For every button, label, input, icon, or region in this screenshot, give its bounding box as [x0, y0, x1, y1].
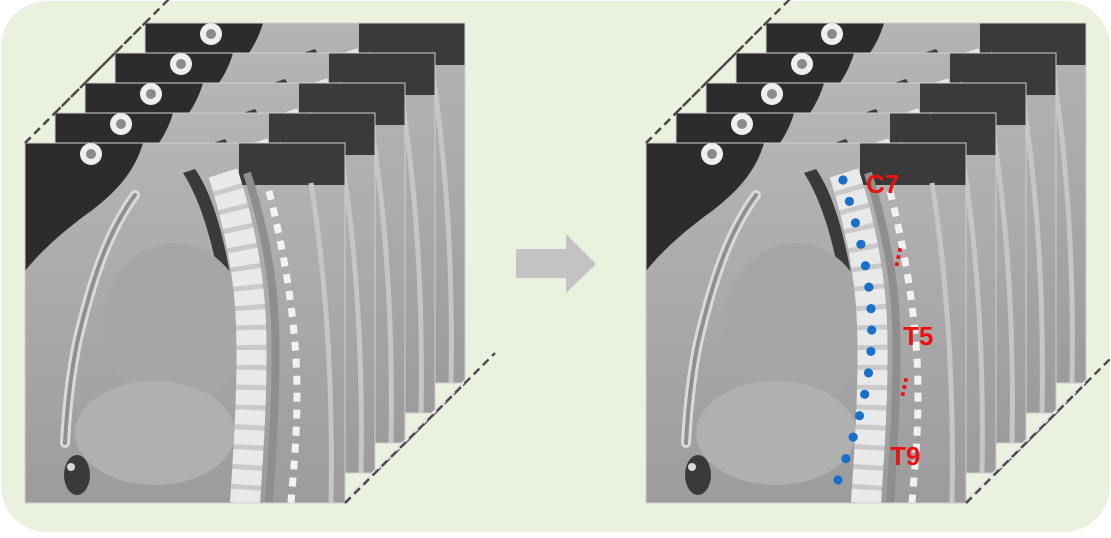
right-slice-shade — [1056, 379, 1086, 413]
label-t9: T9 — [890, 441, 920, 471]
input-ct-stack — [24, 0, 496, 504]
vertebra-marker — [844, 196, 855, 206]
vertebra-marker — [850, 218, 861, 228]
vertebra-markers — [833, 175, 877, 485]
vertebra-marker — [860, 261, 871, 271]
vertebra-marker — [863, 368, 874, 378]
vertebra-marker — [841, 454, 851, 464]
vertebra-marker — [833, 475, 843, 485]
left-slice-shade — [345, 469, 375, 503]
left-outer-edge — [344, 352, 496, 504]
right-outer-edge — [645, 0, 791, 144]
left-slice-shade — [435, 379, 465, 413]
vertebra-marker — [866, 346, 876, 356]
left-slice-1 — [24, 142, 346, 504]
vertebra-marker — [864, 282, 874, 292]
vertebra-marker — [856, 239, 866, 249]
right-slice-shade — [966, 469, 996, 503]
vertebra-marker — [854, 411, 865, 421]
label-t5: T5 — [903, 321, 933, 351]
right-outer-edge — [965, 356, 1111, 504]
vertebra-marker — [838, 175, 848, 185]
left-outer-edge — [24, 0, 170, 144]
right-slice-1 — [645, 142, 967, 504]
vertebra-marker — [848, 432, 858, 442]
vertebra-marker — [867, 325, 877, 335]
vertebra-marker — [860, 389, 870, 399]
left-edge-line — [54, 82, 86, 114]
right-arrow-icon — [516, 234, 596, 293]
vertebra-marker — [866, 304, 876, 314]
right-edge-line — [675, 82, 707, 114]
label-c7: C7 — [866, 169, 899, 199]
